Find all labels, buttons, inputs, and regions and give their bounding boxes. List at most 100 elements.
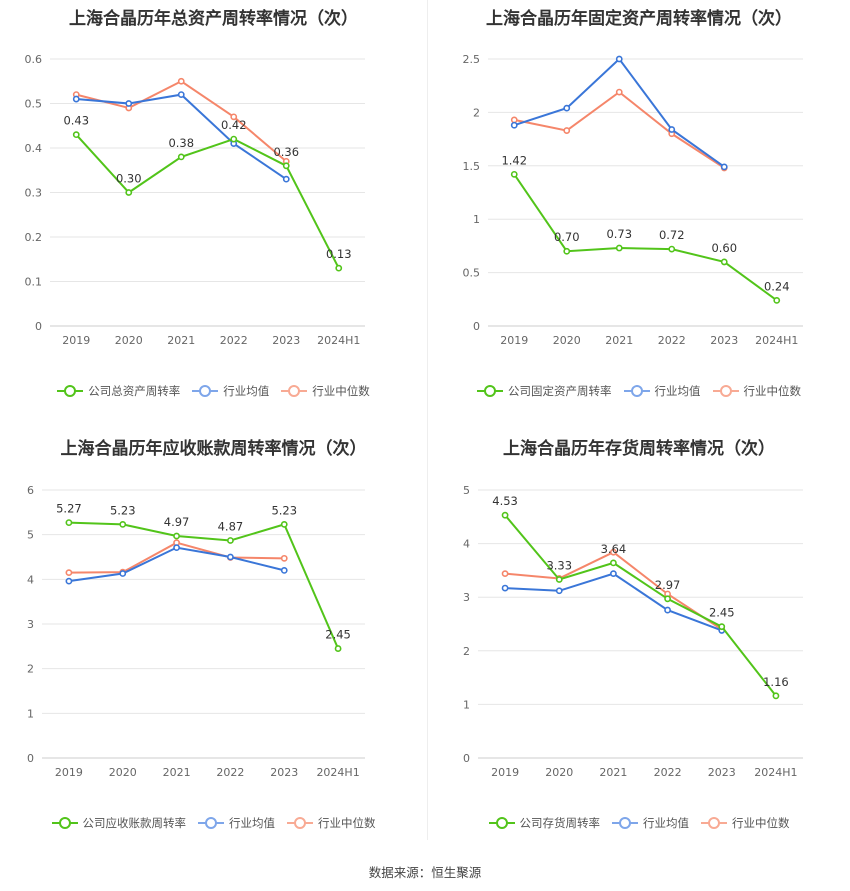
data-label: 2.45	[709, 606, 735, 620]
data-point-avg[interactable]	[501, 584, 509, 592]
data-label: 3.33	[546, 559, 572, 573]
y-tick-label: 5	[463, 484, 470, 497]
y-tick-label: 1	[473, 213, 480, 226]
data-point-avg[interactable]	[668, 126, 676, 133]
data-label: 0.38	[168, 136, 194, 150]
data-point-avg[interactable]	[282, 175, 290, 183]
legend-item-avg[interactable]: 行业均值	[198, 815, 275, 831]
data-point-company[interactable]	[772, 692, 780, 700]
data-point-avg[interactable]	[125, 100, 133, 107]
data-point-median[interactable]	[510, 116, 518, 124]
legend-item-company[interactable]: 公司应收账款周转率	[51, 815, 187, 831]
data-point-avg[interactable]	[72, 95, 80, 103]
data-source-footer: 数据来源：恒生聚源	[368, 865, 482, 880]
data-label: 5.27	[56, 502, 82, 516]
data-label: 0.42	[221, 118, 247, 132]
data-point-median[interactable]	[65, 569, 73, 577]
y-tick-label: 0.2	[25, 231, 43, 244]
x-tick-label: 2022	[220, 334, 248, 347]
data-label: 0.73	[606, 227, 632, 241]
legend-item-company[interactable]: 公司存货周转率	[488, 815, 600, 831]
data-point-avg[interactable]	[610, 570, 617, 578]
x-tick-label: 2023	[270, 766, 298, 779]
data-point-company[interactable]	[615, 244, 623, 252]
data-point-company[interactable]	[563, 247, 571, 255]
legend-line-marker-icon	[488, 817, 515, 829]
data-point-company[interactable]	[335, 264, 343, 272]
data-point-avg[interactable]	[65, 577, 73, 585]
chart-title: 上海合晶历年固定资产周转率情况（次）	[486, 9, 792, 29]
data-point-median[interactable]	[177, 77, 185, 85]
data-label: 4.87	[218, 519, 244, 533]
data-point-median[interactable]	[501, 570, 509, 578]
data-point-company[interactable]	[718, 623, 726, 631]
legend-item-avg[interactable]: 行业均值	[612, 815, 689, 831]
chart-legend: 公司总资产周转率 行业均值 行业中位数	[0, 383, 427, 399]
data-point-median[interactable]	[615, 88, 623, 96]
data-point-company[interactable]	[720, 258, 728, 266]
data-point-avg[interactable]	[119, 570, 127, 577]
x-tick-label: 2024H1	[754, 766, 797, 779]
x-tick-label: 2019	[491, 766, 519, 779]
legend-item-median[interactable]: 行业中位数	[712, 383, 801, 399]
data-label: 4.97	[164, 515, 190, 529]
data-point-avg[interactable]	[555, 587, 563, 595]
legend-label: 行业中位数	[732, 816, 790, 830]
legend-item-median[interactable]: 行业中位数	[281, 383, 370, 399]
legend-line-marker-icon	[287, 817, 313, 829]
data-point-median[interactable]	[563, 127, 571, 134]
series-line-avg	[68, 546, 285, 583]
data-point-company[interactable]	[501, 511, 509, 519]
data-point-company[interactable]	[65, 519, 73, 527]
data-label: 1.42	[501, 153, 527, 167]
y-tick-label: 4	[463, 538, 470, 551]
data-label: 0.24	[764, 279, 790, 293]
series-line-company	[504, 514, 777, 697]
legend-item-median[interactable]: 行业中位数	[701, 815, 790, 831]
legend-item-avg[interactable]: 行业均值	[623, 383, 701, 399]
data-point-company[interactable]	[230, 135, 238, 143]
legend-line-marker-icon	[281, 385, 308, 397]
data-point-avg[interactable]	[664, 606, 671, 614]
data-point-avg[interactable]	[615, 55, 623, 63]
chart-legend: 公司固定资产周转率 行业均值 行业中位数	[428, 383, 850, 399]
data-point-company[interactable]	[72, 131, 80, 139]
data-point-avg[interactable]	[510, 121, 518, 129]
chart-panel-total-assets: 上海合晶历年总资产周转率情况（次） 0 0.1 0.2 0.3 0.4 0.5 0.6 201…	[0, 0, 427, 420]
legend-label: 公司应收账款周转率	[82, 816, 187, 830]
data-point-avg[interactable]	[720, 163, 728, 171]
legend-item-company[interactable]: 公司固定资产周转率	[477, 383, 612, 399]
data-point-avg[interactable]	[280, 566, 288, 574]
data-point-company[interactable]	[510, 170, 518, 178]
data-point-company[interactable]	[173, 532, 180, 540]
chart-title: 上海合晶历年总资产周转率情况（次）	[69, 9, 358, 29]
data-point-avg[interactable]	[563, 104, 571, 112]
data-point-company[interactable]	[555, 576, 563, 583]
data-point-median[interactable]	[610, 548, 617, 556]
data-point-avg[interactable]	[173, 544, 180, 552]
data-point-median[interactable]	[280, 554, 288, 562]
y-tick-label: 3	[27, 618, 34, 631]
legend-item-company[interactable]: 公司总资产周转率	[57, 383, 180, 399]
legend-item-median[interactable]: 行业中位数	[287, 815, 376, 831]
chart-svg: 0 1 2 3 4 5 2019 2020 2021 2022 2023 2024H1 4.53 3.33…	[463, 484, 803, 779]
data-point-company[interactable]	[282, 162, 290, 170]
data-point-avg[interactable]	[177, 91, 185, 98]
data-point-company[interactable]	[668, 245, 676, 253]
y-tick-label: 0	[473, 320, 480, 333]
legend-item-avg[interactable]: 行业均值	[192, 383, 269, 399]
data-point-company[interactable]	[610, 559, 617, 567]
data-point-company[interactable]	[664, 595, 671, 603]
legend-label: 行业中位数	[312, 384, 370, 398]
data-point-company[interactable]	[125, 189, 133, 196]
data-point-avg[interactable]	[227, 553, 234, 561]
data-point-company[interactable]	[119, 520, 127, 528]
data-label: 5.23	[271, 503, 297, 517]
data-point-company[interactable]	[773, 296, 781, 304]
data-point-company[interactable]	[227, 537, 234, 544]
data-point-company[interactable]	[334, 645, 342, 652]
data-point-company[interactable]	[280, 520, 288, 528]
data-point-company[interactable]	[177, 153, 185, 161]
legend-line-marker-icon	[198, 817, 224, 829]
data-point-median[interactable]	[230, 113, 238, 121]
